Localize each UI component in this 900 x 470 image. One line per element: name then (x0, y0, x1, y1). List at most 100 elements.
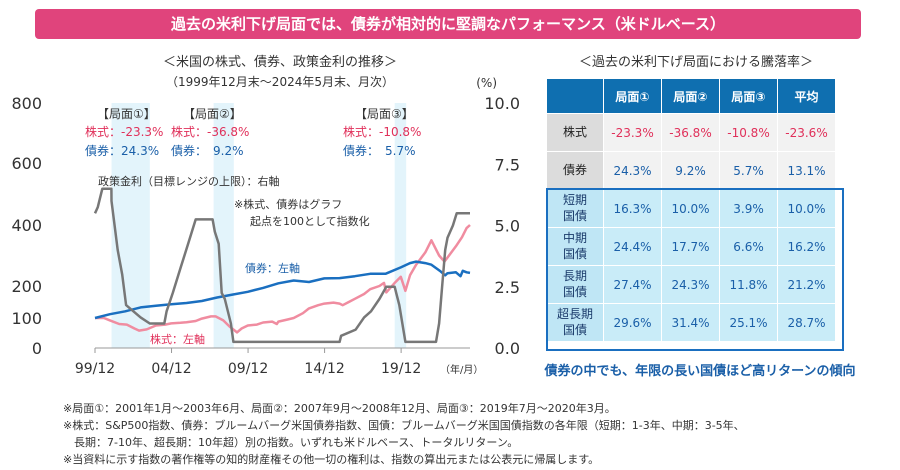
table-cell: 27.4% (603, 265, 662, 304)
right-tick-label: 2.5 (495, 278, 520, 297)
x-tick-label: 04/12 (151, 361, 191, 377)
table-cell: 24.3% (603, 151, 662, 190)
table-row: 債券 24.3% 9.2% 5.7% 13.1% (546, 151, 836, 190)
left-tick-label: 200 (11, 277, 42, 296)
table-cell: 10.0% (661, 189, 720, 228)
row-label: 超長期 国債 (546, 303, 604, 342)
header-phase-2: 局面② (661, 78, 720, 114)
row-label: 長期 国債 (546, 265, 604, 304)
row-label: 中期 国債 (546, 227, 604, 266)
row-label-line: 短期 (562, 192, 587, 207)
row-label-line: 長期 (562, 268, 587, 283)
x-tick-label: 19/12 (381, 361, 421, 377)
headline-banner: 過去の米利下げ局面では、債券が相対的に堅調なパフォーマンス（米ドルベース） (35, 9, 861, 39)
right-table-title: ＜過去の米利下げ局面における騰落率＞ (578, 55, 813, 70)
phase-label: 【局面②】 (183, 107, 242, 121)
table-row: 中期 国債 24.4% 17.7% 6.6% 16.2% (546, 227, 836, 266)
table-header-row: 局面① 局面② 局面③ 平均 (546, 78, 836, 114)
phase-label: 【局面③】 (355, 107, 414, 121)
stock-series-label: 株式：左軸 (150, 332, 205, 346)
table-cell: 11.8% (719, 265, 778, 304)
left-tick-label: 400 (11, 216, 42, 235)
row-label-line: 国債 (562, 322, 587, 337)
table-cell: 24.3% (661, 265, 720, 304)
table-row: 超長期 国債 29.6% 31.4% 25.1% 28.7% (546, 303, 836, 342)
phase-shade-2 (213, 103, 234, 348)
row-label-line: 中期 (562, 230, 587, 245)
footnote-3: 長期：7-10年、超長期：10年超）別の指数。いずれも米ドルベース、トータルリタ… (63, 436, 519, 449)
table-row: 短期 国債 16.3% 10.0% 3.9% 10.0% (546, 189, 836, 228)
header-phase-3: 局面③ (719, 78, 778, 114)
header-phase-1: 局面① (603, 78, 662, 114)
left-chart-subtitle: （1999年12月末～2024年5月末、月次） (166, 75, 394, 89)
left-chart-title: ＜米国の株式、債券、政策金利の推移＞ (162, 55, 397, 70)
x-tick-label: 99/12 (75, 361, 115, 377)
phase-bond-return: 債券： 5.7% (343, 143, 416, 158)
conclusion-text: 債券の中でも、年限の長い国債ほど高リターンの傾向 (544, 364, 856, 379)
phase-label: 【局面①】 (97, 107, 156, 121)
table-cell: 31.4% (661, 303, 720, 342)
phase-bond-return: 債券： 9.2% (171, 143, 244, 158)
table-row: 長期 国債 27.4% 24.3% 11.8% 21.2% (546, 265, 836, 304)
series-line-債券 (94, 260, 471, 320)
header-average: 平均 (777, 78, 836, 114)
row-label-line: 国債 (562, 246, 587, 261)
index-note-line-1: ※株式、債券はグラフ (234, 197, 342, 211)
table-cell: 28.7% (777, 303, 836, 342)
row-label-line: 国債 (562, 208, 587, 223)
table-cell: 10.0% (777, 189, 836, 228)
table-cell: 24.4% (603, 227, 662, 266)
table-cell: 21.2% (777, 265, 836, 304)
table-cell: 25.1% (719, 303, 778, 342)
left-tick-label: 800 (11, 94, 42, 113)
footnote-4: ※当資料に示す指数の著作権等の知的財産権その他一切の権利は、指数の算出元または公… (63, 453, 600, 466)
row-label-line: 国債 (562, 284, 587, 299)
bond-series-label: 債券：左軸 (245, 261, 300, 275)
left-tick-label: 600 (11, 154, 42, 173)
left-tick-label: 0 (32, 339, 42, 358)
table-cell: 6.6% (719, 227, 778, 266)
table-cell: 9.2% (661, 151, 720, 190)
phase-stock-return: 株式：-36.8% (171, 124, 249, 139)
table-cell: -23.3% (603, 113, 662, 152)
phase-shade-3 (394, 103, 407, 348)
returns-table: 局面① 局面② 局面③ 平均 株式 -23.3% -36.8% -10.8% -23.6… (546, 78, 836, 342)
left-tick-label: 100 (11, 309, 42, 328)
phase-stock-return: 株式：-10.8% (343, 124, 421, 139)
table-cell: 17.7% (661, 227, 720, 266)
phase-bond-return: 債券：24.3% (85, 143, 159, 158)
row-label-line: 株式 (562, 124, 587, 139)
right-tick-label: 7.5 (495, 155, 520, 174)
phase-stock-return: 株式：-23.3% (85, 124, 163, 139)
right-tick-label: 5.0 (495, 217, 520, 236)
table-cell: 5.7% (719, 151, 778, 190)
series-line-株式 (95, 224, 471, 334)
table-cell: 13.1% (777, 151, 836, 190)
x-axis-unit: （年/月） (440, 363, 483, 376)
right-tick-label: 10.0 (484, 94, 520, 113)
rate-series-label: 政策金利（目標レンジの上限）：右軸 (98, 174, 280, 188)
series-line-政策金利 (93, 187, 470, 344)
row-label: 株式 (546, 113, 604, 152)
table-cell: -23.6% (777, 113, 836, 152)
right-axis-unit: (%) (476, 76, 497, 90)
footnote-1: ※局面①：2001年1月～2003年6月、局面②：2007年9月～2008年12… (63, 402, 616, 415)
table-cell: 29.6% (603, 303, 662, 342)
x-tick-label: 14/12 (304, 361, 344, 377)
table-row: 株式 -23.3% -36.8% -10.8% -23.6% (546, 113, 836, 152)
footnotes: ※局面①：2001年1月～2003年6月、局面②：2007年9月～2008年12… (63, 400, 863, 468)
row-label-line: 超長期 (556, 306, 593, 321)
table-cell: 3.9% (719, 189, 778, 228)
table-cell: 16.2% (777, 227, 836, 266)
footnote-2: ※株式：S&P500指数、債券：ブルームバーグ米国債券指数、国債：ブルームバーグ… (63, 419, 745, 432)
table-corner (546, 78, 604, 114)
row-label: 短期 国債 (546, 189, 604, 228)
table-cell: -10.8% (719, 113, 778, 152)
phase-shade-1 (111, 103, 150, 348)
table-cell: 16.3% (603, 189, 662, 228)
row-label-line: 債券 (562, 162, 587, 177)
right-tick-label: 0.0 (495, 339, 520, 358)
x-tick-label: 09/12 (228, 361, 268, 377)
line-chart: 0 100 200 400 600 800 0.0 2.5 5.0 7.5 10.0 (%) 99/12… (11, 76, 520, 377)
index-note-line-2: 起点を100として指数化 (250, 214, 370, 228)
